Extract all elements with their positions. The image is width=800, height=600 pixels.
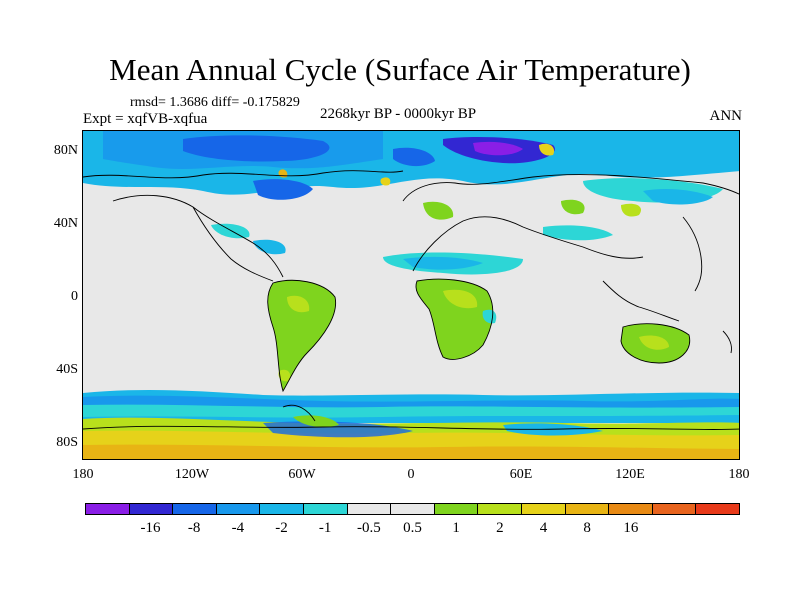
colorbar-label: -4 — [231, 520, 245, 536]
rmsd-stat: rmsd= 1.3686 diff= -0.175829 — [130, 95, 300, 110]
colorbar-swatch — [260, 504, 304, 514]
colorbar-swatch — [173, 504, 217, 514]
lat-tick-40n: 40N — [53, 216, 78, 231]
lon-tick-120w: 120W — [174, 467, 210, 482]
colorbar-label: 1 — [452, 520, 460, 536]
season-label: ANN — [709, 108, 743, 124]
colorbar-label: 2 — [496, 520, 504, 536]
colorbar-label: -2 — [275, 520, 288, 536]
colorbar-label: 8 — [583, 520, 591, 536]
colorbar-swatch — [391, 504, 435, 514]
colorbar — [85, 503, 740, 515]
lon-tick-180e: 180 — [728, 467, 750, 482]
lat-tick-80n: 80N — [53, 143, 78, 158]
colorbar-label: 16 — [623, 520, 639, 536]
lon-tick-60w: 60W — [288, 467, 316, 482]
map-title: Mean Annual Cycle (Surface Air Temperatu… — [109, 52, 691, 87]
lon-tick-60e: 60E — [509, 467, 533, 482]
experiment-label: Expt = xqfVB-xqfua — [83, 111, 208, 127]
colorbar-swatch — [129, 504, 174, 514]
colorbar-label: -1 — [318, 520, 332, 536]
period-label: 2268kyr BP - 0000kyr BP — [320, 106, 477, 122]
colorbar-swatch — [696, 504, 739, 514]
colorbar-swatch — [434, 504, 479, 514]
lat-tick-80s: 80S — [56, 435, 78, 450]
temperature-map — [82, 130, 740, 460]
colorbar-swatch — [609, 504, 653, 514]
colorbar-label: 4 — [539, 520, 548, 536]
colorbar-label: -0.5 — [356, 520, 381, 536]
lon-tick-120e: 120E — [615, 467, 645, 482]
colorbar-swatch — [303, 504, 348, 514]
colorbar-swatch — [347, 504, 392, 514]
colorbar-swatch — [86, 504, 130, 514]
lat-tick-40s: 40S — [56, 362, 78, 377]
colorbar-swatch — [652, 504, 697, 514]
lon-tick-180w: 180 — [72, 467, 94, 482]
colorbar-label: 0.5 — [403, 520, 422, 536]
colorbar-label: -16 — [140, 520, 161, 536]
colorbar-swatch — [216, 504, 261, 514]
colorbar-label: -8 — [187, 520, 201, 536]
colorbar-swatch — [565, 504, 610, 514]
lat-tick-0: 0 — [71, 289, 78, 304]
map-field — [83, 131, 739, 459]
lon-tick-0: 0 — [407, 467, 415, 482]
colorbar-swatch — [478, 504, 522, 514]
colorbar-swatch — [521, 504, 566, 514]
